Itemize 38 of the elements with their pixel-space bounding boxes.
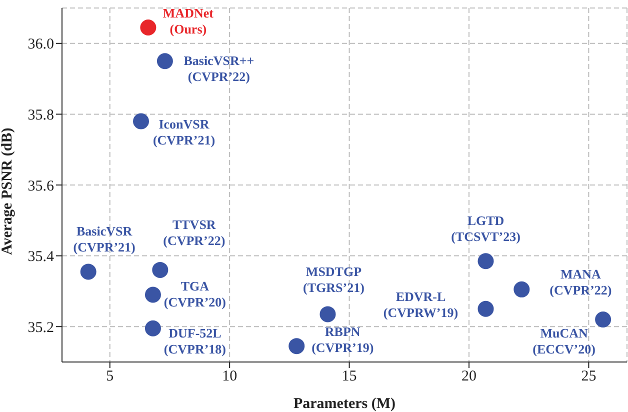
annotation: TGA (CVPR’20) [164, 278, 226, 310]
annotation: LGTD (TCSVT’23) [451, 213, 520, 244]
annotation: DUF-52L (CVPR’18) [164, 325, 226, 356]
y-tick-label: 35.2 [28, 320, 54, 336]
y-tick-label: 35.4 [28, 249, 54, 266]
annotation: MANA (CVPR’22) [550, 266, 612, 298]
point [288, 338, 305, 354]
point [156, 53, 173, 70]
point [140, 19, 156, 36]
x-axis-title: Parameters (M) [293, 396, 396, 412]
y-axis-title: Average PSNR (dB) [0, 128, 16, 255]
x-tick-label: 10 [222, 368, 238, 385]
annotation: IconVSR (CVPR’21) [152, 116, 216, 148]
point [152, 262, 168, 278]
point [133, 113, 150, 130]
point [478, 253, 494, 270]
y-tick-label: 35.6 [28, 178, 54, 194]
y-tick-label: 35.8 [28, 108, 54, 124]
point [144, 320, 161, 336]
point [595, 312, 612, 328]
x-tick-label: 5 [106, 368, 114, 385]
annotation: MuCAN (ECCV’20) [532, 326, 596, 357]
x-tick-label: 20 [461, 368, 476, 385]
x-tick-label: 15 [342, 368, 357, 385]
point [320, 306, 336, 322]
annotation: BasicVSR++ (CVPR’22) [184, 53, 254, 84]
annotation: BasicVSR (CVPR’21) [73, 224, 136, 255]
point [144, 286, 161, 303]
annotation: MSDTGP (TGRS’21) [303, 264, 364, 296]
annotation: EDVR-L (CVPRW’19) [383, 288, 458, 320]
point [514, 281, 530, 298]
annotation: RBPN (CVPR’19) [312, 324, 374, 356]
point [80, 264, 96, 280]
y-tick-label: 36.0 [28, 36, 54, 53]
annotation: TTVSR (CVPR’22) [163, 216, 226, 248]
point [478, 300, 494, 317]
annotation: MADNet (Ours) [162, 5, 214, 36]
x-tick-label: 25 [581, 368, 596, 385]
